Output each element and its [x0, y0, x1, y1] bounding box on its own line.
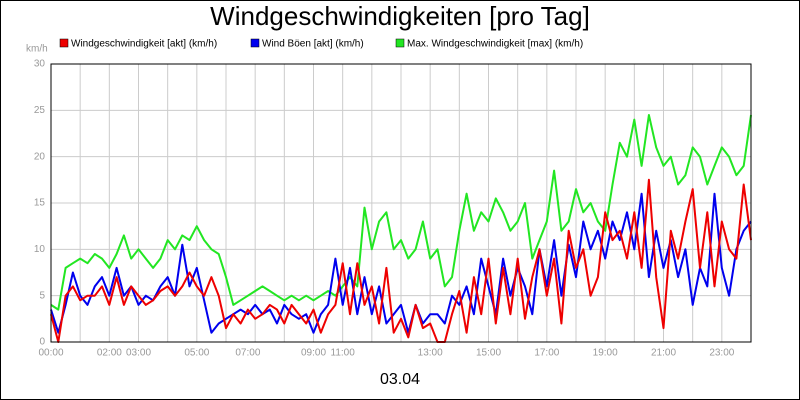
x-tick-label: 17:00 [534, 348, 559, 359]
y-tick-label: 25 [34, 105, 46, 116]
x-tick-label: 21:00 [651, 348, 676, 359]
y-tick-label: 5 [39, 290, 45, 301]
series-line [50, 178, 752, 343]
series-line [50, 114, 752, 311]
legend-swatch [250, 38, 260, 48]
y-tick-label: 20 [34, 151, 46, 162]
plot-border [50, 63, 752, 343]
y-tick-label: 30 [34, 59, 46, 70]
x-tick-label: 11:00 [331, 348, 356, 359]
y-tick-label: 0 [39, 337, 45, 348]
x-tick-label: 02:00 [97, 348, 122, 359]
y-axis-label: km/h [26, 44, 48, 55]
legend-label: Wind Böen [akt] (km/h) [262, 39, 364, 50]
y-tick-label: 15 [34, 198, 46, 209]
y-tick-label: 10 [34, 244, 46, 255]
chart-title: Windgeschwindigkeiten [pro Tag] [210, 1, 590, 31]
legend: Windgeschwindigkeit [akt] (km/h) Wind Böe… [59, 38, 583, 50]
plot [50, 63, 752, 343]
x-tick-label: 00:00 [38, 348, 63, 359]
x-tick-label: 19:00 [593, 348, 618, 359]
legend-label: Windgeschwindigkeit [akt] (km/h) [71, 39, 217, 50]
x-tick-label: 07:00 [235, 348, 260, 359]
x-axis-label: 03.04 [380, 371, 420, 388]
x-tick-label: 03:00 [126, 348, 151, 359]
x-tick-label: 15:00 [476, 348, 501, 359]
x-tick-label: 09:00 [301, 348, 326, 359]
legend-swatch [395, 38, 405, 48]
x-tick-label: 13:00 [418, 348, 443, 359]
legend-label: Max. Windgeschwindigkeit [max] (km/h) [407, 39, 583, 50]
legend-swatch [59, 38, 69, 48]
x-tick-label: 05:00 [184, 348, 209, 359]
series-line [50, 192, 752, 334]
x-tick-label: 23:00 [709, 348, 734, 359]
